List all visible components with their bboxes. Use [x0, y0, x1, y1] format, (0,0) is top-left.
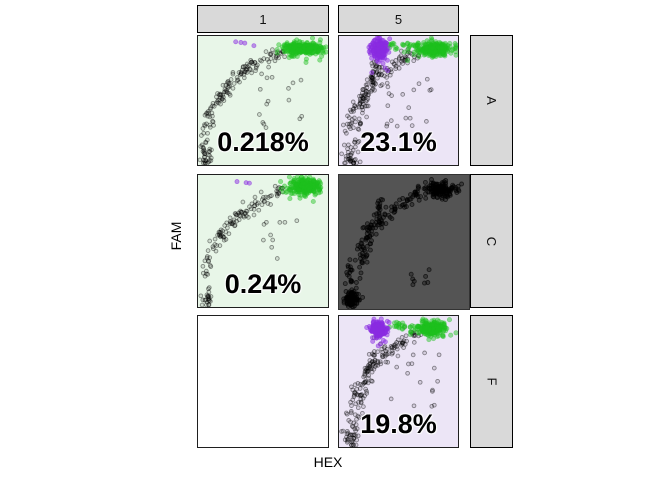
facet-panel-A1: 0.218% [197, 35, 329, 166]
row-strip-label: C [483, 236, 499, 246]
facet-panel-F5: 19.8% [338, 315, 459, 448]
scatter-points [341, 177, 465, 309]
row-strip-A: A [470, 35, 513, 166]
y-axis-label: FAM [168, 221, 184, 251]
facet-panel-C5 [338, 174, 470, 310]
row-strip-label: A [483, 96, 499, 105]
row-strip-label: F [483, 377, 499, 386]
scatter-points [198, 36, 328, 165]
col-strip-5: 5 [338, 5, 459, 33]
scatter-points [339, 316, 458, 447]
x-axis-label: HEX [313, 454, 343, 470]
facet-panel-A5: 23.1% [338, 35, 459, 166]
row-strip-C: C [470, 174, 513, 308]
col-strip-1: 1 [197, 5, 329, 33]
row-strip-F: F [470, 315, 513, 448]
facet-panel-C1: 0.24% [197, 174, 329, 308]
facet-panel-F1 [197, 315, 329, 448]
scatter-points [339, 36, 458, 165]
col-strip-label: 1 [259, 11, 267, 27]
col-strip-label: 5 [394, 11, 403, 27]
scatter-points [198, 175, 324, 307]
